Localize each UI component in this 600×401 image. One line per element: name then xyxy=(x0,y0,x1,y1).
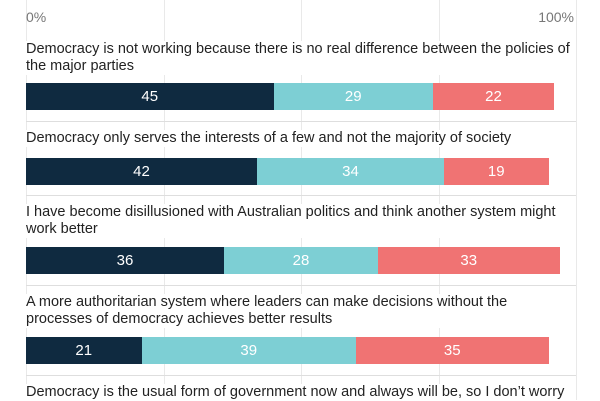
gridline-25 xyxy=(163,0,165,400)
statement-label: A more authoritarian system where leader… xyxy=(26,294,576,328)
row-separator xyxy=(26,375,576,376)
stacked-bar: 42 34 19 xyxy=(26,158,576,185)
gridline-50 xyxy=(301,0,302,400)
stacked-bar: 21 39 35 xyxy=(26,337,576,364)
statement-label: Democracy is the usual form of governmen… xyxy=(26,384,576,401)
bar-segment-2: 28 xyxy=(224,247,378,274)
x-axis-max-label: 100% xyxy=(538,9,574,25)
statement-label: Democracy is not working because there i… xyxy=(26,41,576,75)
bar-segment-3: 33 xyxy=(378,247,560,274)
bar-segment-1: 21 xyxy=(26,337,142,364)
gridline-75 xyxy=(438,0,440,400)
gridline-0 xyxy=(26,0,27,400)
bar-segment-3: 35 xyxy=(356,337,549,364)
bar-segment-2: 29 xyxy=(273,83,433,110)
row-separator xyxy=(26,195,576,196)
x-axis-min-label: 0% xyxy=(26,9,47,25)
bar-segment-3: 22 xyxy=(433,83,554,110)
row-separator xyxy=(26,121,576,122)
stacked-bar: 36 28 33 xyxy=(26,247,576,274)
bar-segment-1: 42 xyxy=(26,158,257,185)
bar-segment-1: 45 xyxy=(26,83,274,110)
gridline-100 xyxy=(576,0,577,400)
statement-label: Democracy only serves the interests of a… xyxy=(26,130,576,147)
bar-segment-2: 39 xyxy=(141,337,356,364)
bar-segment-3: 19 xyxy=(444,158,549,185)
row-separator xyxy=(26,285,576,286)
bar-segment-1: 36 xyxy=(26,247,224,274)
bar-segment-2: 34 xyxy=(257,158,444,185)
stacked-bar: 45 29 22 xyxy=(26,83,576,110)
statement-label: I have become disillusioned with Austral… xyxy=(26,204,576,238)
